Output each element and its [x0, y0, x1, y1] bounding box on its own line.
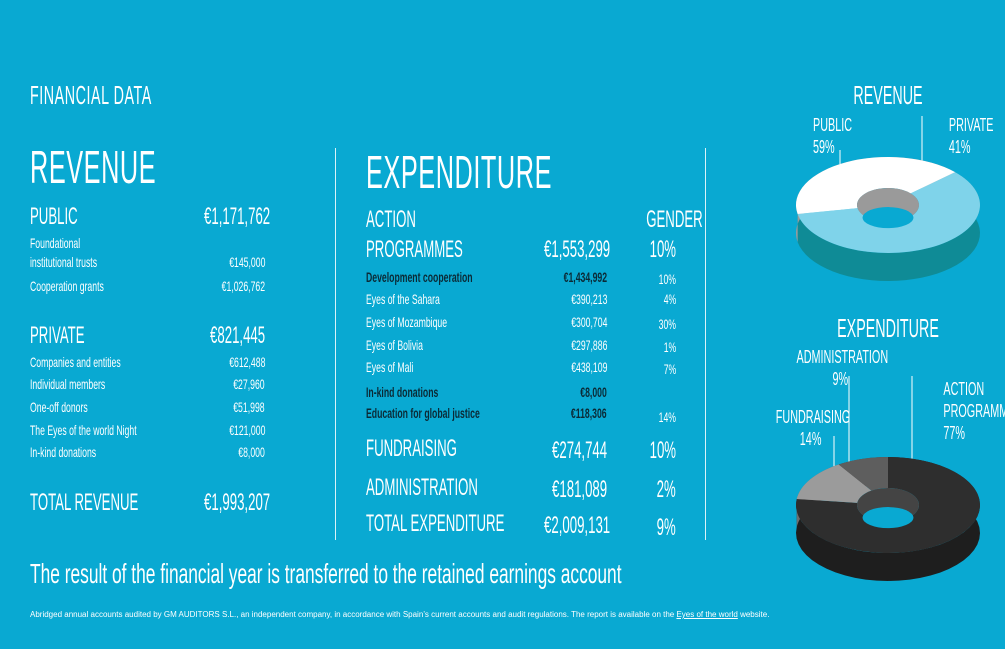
- private-item-label: One-off donors: [30, 399, 88, 415]
- slice-percent: 9%: [832, 369, 849, 389]
- expenditure-item-label: Eyes of Bolivia: [366, 337, 423, 353]
- donut-slice: [838, 457, 888, 491]
- revenue-private-label: PRIVATE 41%: [949, 114, 994, 158]
- donut-side-wall: [796, 157, 956, 242]
- expenditure-item-gender: 30%: [658, 316, 676, 332]
- revenue-donut: [796, 157, 980, 281]
- donut-side-wall: [796, 457, 980, 581]
- expenditure-fundraising-label: FUNDRAISING 14%: [776, 406, 850, 450]
- education-label: Education for global justice: [366, 405, 480, 421]
- action-label-1: ACTION: [366, 206, 416, 233]
- total-expenditure-label: TOTAL EXPENDITURE: [366, 510, 505, 537]
- private-item-value: €51,998: [233, 399, 265, 415]
- expenditure-item-gender: 7%: [663, 361, 676, 377]
- slice-percent: 77%: [943, 423, 966, 443]
- slice-label: PRIVATE: [948, 115, 994, 135]
- expenditure-item-label: Eyes of Mozambique: [366, 314, 448, 330]
- action-value: €1,553,299: [544, 236, 611, 263]
- private-item-value: €612,488: [228, 354, 265, 370]
- expenditure-item-label: Eyes of Mali: [366, 359, 414, 375]
- private-item-label: Companies and entities: [30, 354, 121, 370]
- coop-label: Cooperation grants: [30, 278, 104, 294]
- private-item-label: The Eyes of the world Night: [30, 422, 137, 438]
- expenditure-pie-title: EXPENDITURE: [837, 313, 939, 343]
- footnote-end: website.: [737, 610, 770, 619]
- foundational-value: €145,000: [228, 254, 265, 270]
- private-item-label: In-kind donations: [30, 444, 97, 460]
- action-label-2: PROGRAMMES: [366, 236, 463, 263]
- admin-label: ADMINISTRATION: [366, 474, 478, 501]
- slice-label: PROGRAMMES: [943, 401, 1005, 421]
- action-gender: 10%: [649, 236, 676, 263]
- private-item-value: €27,960: [233, 376, 265, 392]
- expenditure-item-label: Development cooperation: [366, 269, 473, 285]
- expenditure-item-value: €390,213: [570, 291, 607, 307]
- donut-side-wall: [838, 457, 888, 493]
- slice-percent: 59%: [813, 137, 835, 157]
- foundational-label-2: institutional trusts: [30, 254, 98, 270]
- private-value: €821,445: [209, 322, 265, 349]
- footnote-text: Abridged annual accounts audited by GM A…: [30, 610, 677, 619]
- result-statement: The result of the financial year is tran…: [30, 558, 622, 589]
- gender-header: GENDER: [646, 206, 703, 233]
- total-revenue-value: €1,993,207: [204, 489, 271, 516]
- public-value: €1,171,762: [204, 203, 271, 230]
- total-revenue-label: TOTAL REVENUE: [30, 489, 139, 516]
- donut-inner-wall: [857, 188, 919, 222]
- expenditure-item-value: €1,434,992: [563, 269, 607, 285]
- donut-inner-wall: [857, 488, 919, 522]
- slice-label: ADMINISTRATION: [796, 347, 889, 367]
- donut-slice: [796, 157, 956, 214]
- coop-value: €1,026,762: [221, 278, 265, 294]
- expenditure-item-gender: 1%: [663, 339, 676, 355]
- public-label: PUBLIC: [30, 203, 78, 230]
- inkind-label: In-kind donations: [366, 384, 439, 400]
- fundraising-gender: 10%: [649, 437, 676, 464]
- admin-value: €181,089: [551, 476, 607, 503]
- expenditure-item-value: €300,704: [570, 314, 607, 330]
- slice-label: PUBLIC: [813, 115, 853, 135]
- foundational-label-1: Foundational: [30, 235, 81, 251]
- page-title: FINANCIAL DATA: [30, 80, 152, 110]
- expenditure-action-label: ACTION PROGRAMMES 77%: [943, 378, 1005, 444]
- donut-slice: [796, 464, 872, 503]
- total-expenditure-gender: 9%: [656, 514, 676, 541]
- donut-side-wall: [796, 464, 839, 527]
- expenditure-heading: EXPENDITURE: [366, 146, 552, 198]
- donut-hole: [862, 507, 914, 529]
- inkind-value: €8,000: [580, 384, 607, 400]
- slice-label: ACTION: [943, 379, 985, 399]
- website-link[interactable]: Eyes of the world: [676, 610, 738, 619]
- slice-label: FUNDRAISING: [775, 407, 851, 427]
- private-item-value: €121,000: [228, 422, 265, 438]
- expenditure-item-gender: 4%: [663, 291, 676, 307]
- private-item-label: Individual members: [30, 376, 106, 392]
- fundraising-label: FUNDRAISING: [366, 435, 457, 462]
- expenditure-item-gender: 10%: [658, 271, 676, 287]
- total-expenditure-value: €2,009,131: [544, 512, 611, 539]
- expenditure-item-value: €297,886: [570, 337, 607, 353]
- footnote: Abridged annual accounts audited by GM A…: [30, 610, 769, 619]
- slice-percent: 14%: [799, 429, 822, 449]
- private-label: PRIVATE: [30, 322, 85, 349]
- column-divider: [335, 148, 336, 540]
- expenditure-item-label: Eyes of the Sahara: [366, 291, 440, 307]
- expenditure-donut: [796, 457, 980, 581]
- donut-hole: [862, 207, 914, 229]
- admin-gender: 2%: [656, 476, 676, 503]
- expenditure-admin-label: ADMINISTRATION 9%: [797, 346, 889, 390]
- revenue-public-label: PUBLIC 59%: [813, 114, 852, 158]
- private-item-value: €8,000: [238, 444, 265, 460]
- education-value: €118,306: [571, 405, 607, 421]
- revenue-pie-title: REVENUE: [853, 80, 923, 110]
- donut-slice: [796, 457, 980, 553]
- column-divider: [705, 148, 706, 540]
- donut-slice: [797, 172, 980, 253]
- education-gender: 14%: [658, 409, 676, 425]
- donut-side-wall: [797, 172, 980, 281]
- expenditure-item-value: €438,109: [570, 359, 607, 375]
- fundraising-value: €274,744: [551, 437, 607, 464]
- revenue-heading: REVENUE: [30, 141, 157, 193]
- slice-percent: 41%: [948, 137, 971, 157]
